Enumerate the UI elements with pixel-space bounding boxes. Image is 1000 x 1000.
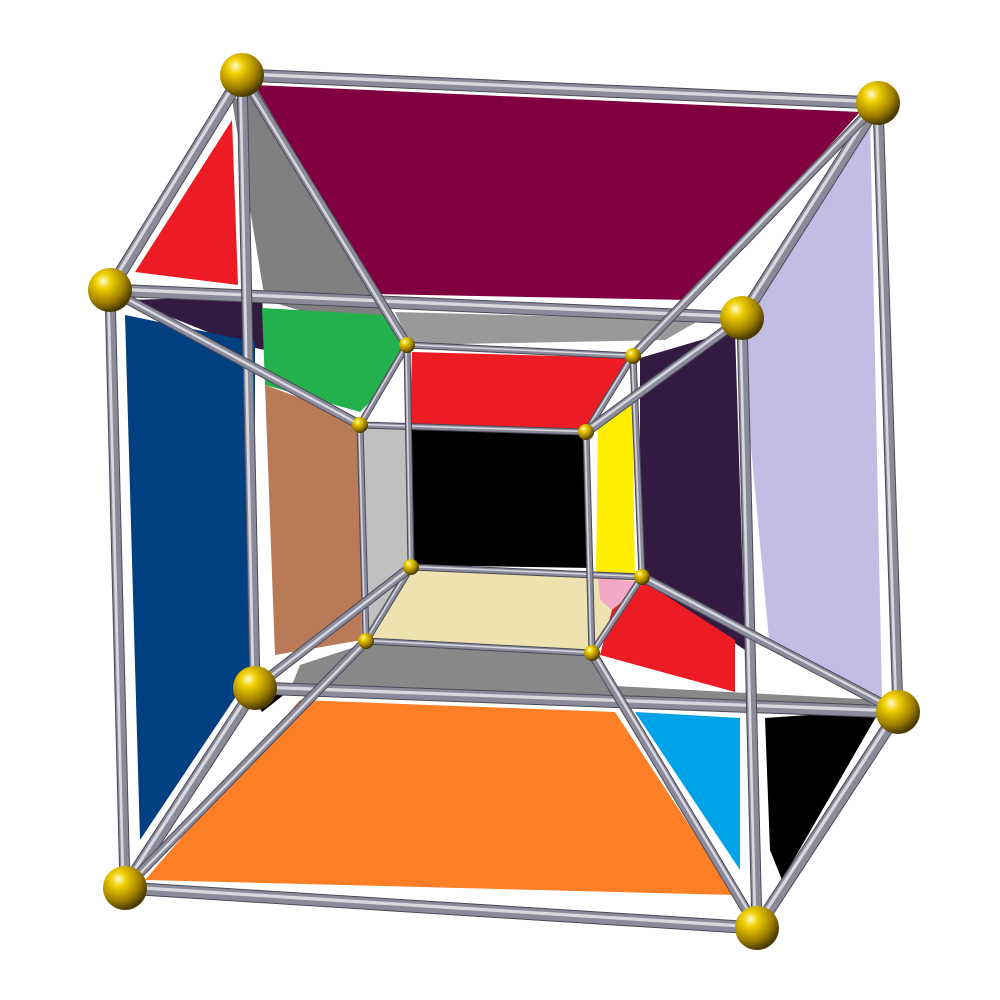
edge-body-i4-i8 xyxy=(583,429,595,656)
face-lavender xyxy=(740,115,882,700)
face-black-center xyxy=(412,428,592,568)
face-red-lower xyxy=(600,582,735,692)
edge-highlight-o6-i6 xyxy=(641,575,900,713)
edge-body-i1-i5 xyxy=(404,342,414,570)
edge-body-o3-o7 xyxy=(105,285,130,893)
edge-highlight-o1-o2 xyxy=(240,72,880,104)
face-pink xyxy=(598,578,642,610)
face-dark-purple-right xyxy=(640,330,745,650)
edge-body-o1-o5 xyxy=(237,70,260,693)
vertices-layer xyxy=(88,53,920,950)
edge-highlight-o1-o3 xyxy=(106,72,242,292)
vertex-o3 xyxy=(88,268,132,312)
edge-highlight-o2-o4 xyxy=(738,100,878,320)
edge-highlight-o5-o7 xyxy=(121,685,255,890)
edge-body-o4-o8 xyxy=(737,313,762,933)
vertex-i2 xyxy=(625,348,641,364)
face-maroon xyxy=(255,85,860,300)
edge-highlight-i6-i8 xyxy=(590,575,642,654)
edge-highlight-o3-o7 xyxy=(106,288,125,890)
edge-body-o5-o7 xyxy=(119,682,261,894)
edge-body-i1-i3 xyxy=(357,342,410,428)
vertex-i3 xyxy=(352,417,368,433)
edge-body-o2-i2 xyxy=(629,99,882,360)
face-navy xyxy=(125,315,255,840)
edge-body-i5-i7 xyxy=(363,564,414,644)
edge-highlight-i2-i4 xyxy=(584,354,633,433)
edge-highlight-o3-i3 xyxy=(108,288,361,426)
vertex-i4 xyxy=(578,424,594,440)
vertex-o7 xyxy=(103,866,147,910)
vertex-o6 xyxy=(876,690,920,734)
edge-highlight-i3-i4 xyxy=(359,423,587,433)
edge-highlight-i1-i5 xyxy=(405,344,411,568)
faces-layer xyxy=(125,85,882,895)
edge-highlight-o1-o5 xyxy=(238,73,255,690)
face-yellow xyxy=(596,395,635,578)
edge-highlight-o7-i7 xyxy=(124,639,369,889)
vertex-i5 xyxy=(403,559,419,575)
edge-highlight-o4-o8 xyxy=(738,316,757,930)
edge-highlight-i5-i6 xyxy=(410,565,643,578)
face-light-gray xyxy=(360,425,412,640)
vertex-i8 xyxy=(584,645,600,661)
vertex-i6 xyxy=(634,569,650,585)
vertex-o1 xyxy=(220,53,264,97)
edge-body-o2-o4 xyxy=(736,97,884,324)
vertex-o5 xyxy=(233,666,277,710)
edge-highlight-i1-i3 xyxy=(358,343,407,426)
face-cream xyxy=(365,568,640,650)
edge-body-o1-o3 xyxy=(104,69,248,296)
edge-highlight-i1-i2 xyxy=(406,343,634,357)
face-red-topleft xyxy=(135,120,238,285)
edge-body-o2-o6 xyxy=(873,98,903,717)
face-dark-purple-topleft xyxy=(128,296,265,350)
edge-highlight-i4-i8 xyxy=(584,431,592,654)
edge-body-o6-o8 xyxy=(751,706,904,934)
face-orange xyxy=(145,700,735,895)
edge-highlight-o5-o6 xyxy=(253,685,900,713)
edge-highlight-o5-i5 xyxy=(254,565,414,689)
edge-highlight-o3-o4 xyxy=(108,287,744,319)
edge-highlight-o7-o8 xyxy=(123,885,759,929)
edge-body-i6-i8 xyxy=(589,574,645,656)
vertex-o2 xyxy=(856,81,900,125)
vertex-i1 xyxy=(399,337,415,353)
face-red-upper xyxy=(410,352,632,432)
face-sky-blue xyxy=(635,712,740,870)
edge-highlight-o4-i4 xyxy=(583,316,743,433)
vertex-i7 xyxy=(358,633,374,649)
vertex-o8 xyxy=(735,906,779,950)
edge-body-o8-i8 xyxy=(588,649,761,932)
vertex-o4 xyxy=(720,296,764,340)
edge-highlight-o1-i1 xyxy=(239,73,407,346)
edges-layer xyxy=(103,68,905,935)
edge-highlight-i7-i8 xyxy=(365,639,593,654)
face-gray-upper-strip xyxy=(395,312,700,345)
edge-highlight-o6-o8 xyxy=(753,709,898,930)
edge-highlight-o8-i8 xyxy=(592,651,760,929)
edge-highlight-o2-i2 xyxy=(630,101,879,357)
edge-body-i2-i4 xyxy=(583,353,636,435)
edge-highlight-o2-o6 xyxy=(874,101,898,714)
face-black-lower-right xyxy=(765,710,880,880)
face-brown xyxy=(265,385,362,655)
